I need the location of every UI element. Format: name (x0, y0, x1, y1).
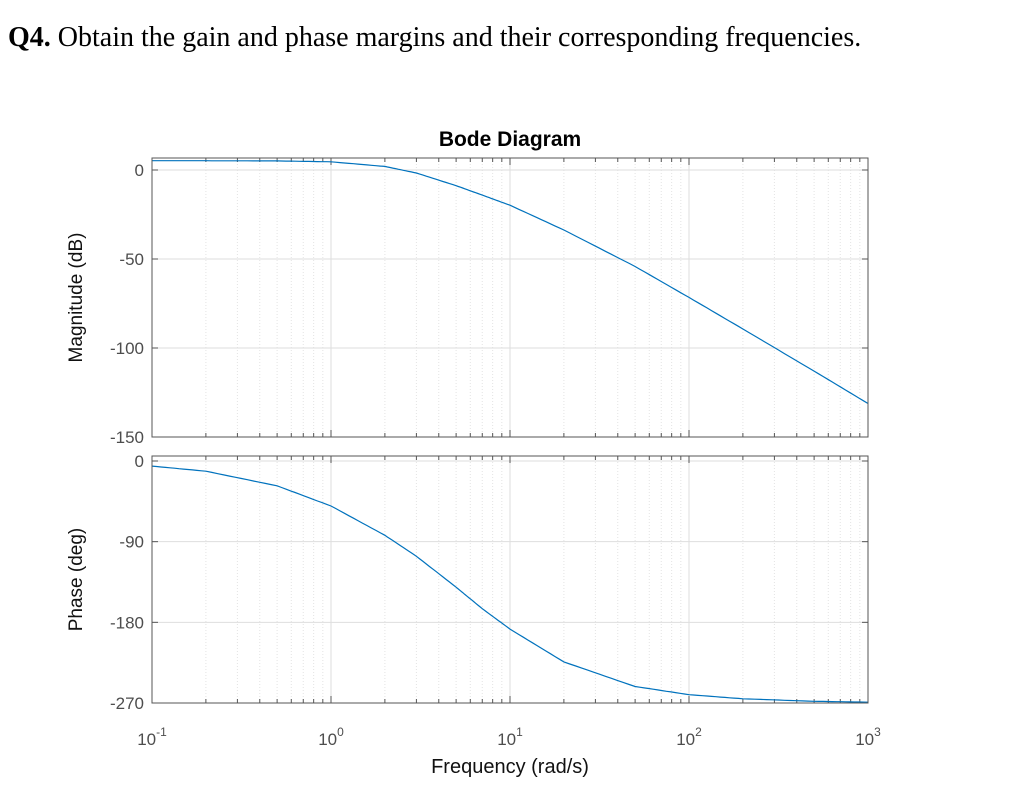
x-axis-label: Frequency (rad/s) (431, 756, 589, 778)
x-tick-label: 10-1 (137, 725, 167, 749)
phase-y-tick-label: -90 (119, 533, 144, 552)
magnitude-y-tick-label: -50 (119, 250, 144, 269)
phase-y-tick-label: 0 (135, 452, 144, 471)
magnitude-y-tick-label: -150 (110, 428, 144, 447)
magnitude-y-tick-label: -100 (110, 339, 144, 358)
magnitude-axes-box (151, 157, 869, 438)
magnitude-y-tick-label: 0 (135, 161, 144, 180)
phase-axes-box (151, 455, 869, 704)
x-tick-label: 101 (497, 725, 523, 749)
question-text: Q4. Obtain the gain and phase margins an… (8, 22, 861, 54)
x-tick-label: 102 (676, 725, 702, 749)
x-tick-label: 103 (855, 725, 881, 749)
magnitude-response-line (152, 160, 869, 405)
phase-y-tick-label: -270 (110, 694, 144, 713)
phase-response-line (151, 465, 869, 703)
chart-title: Bode Diagram (439, 128, 581, 151)
question-number: Q4. (8, 22, 51, 53)
magnitude-y-axis-label: Magnitude (dB) (66, 233, 87, 363)
phase-y-axis-label: Phase (deg) (66, 528, 87, 632)
phase-y-tick-label: -180 (110, 613, 144, 632)
x-tick-label: 100 (318, 725, 344, 749)
question-body: Obtain the gain and phase margins and th… (57, 22, 862, 53)
